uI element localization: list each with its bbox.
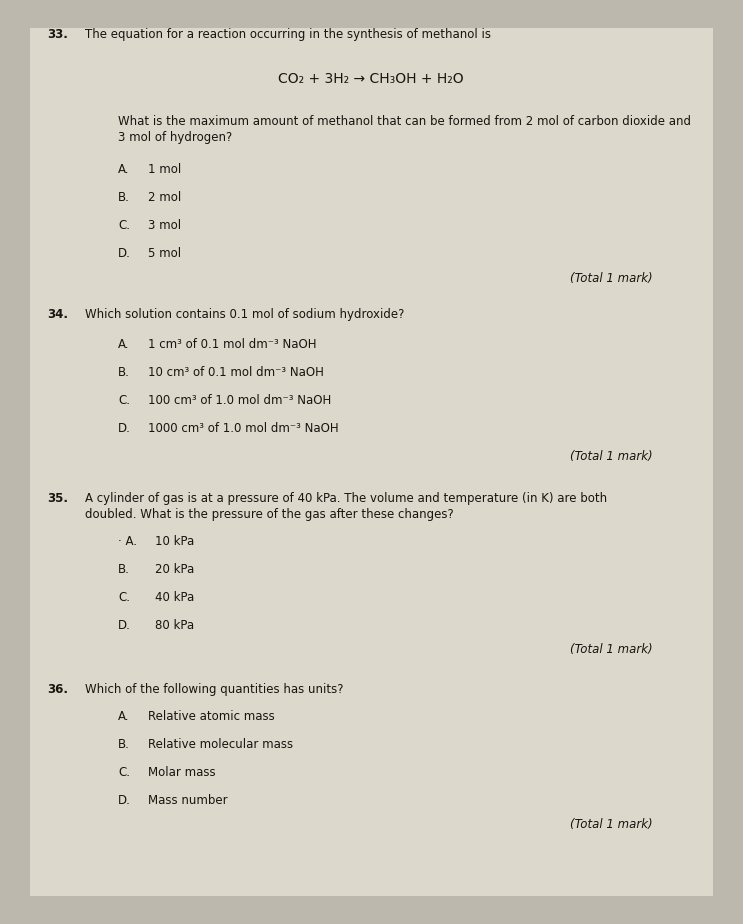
Text: The equation for a reaction occurring in the synthesis of methanol is: The equation for a reaction occurring in… (85, 28, 491, 41)
Text: (Total 1 mark): (Total 1 mark) (570, 643, 652, 656)
Text: C.: C. (118, 766, 130, 779)
Text: D.: D. (118, 794, 131, 807)
Text: 10 cm³ of 0.1 mol dm⁻³ NaOH: 10 cm³ of 0.1 mol dm⁻³ NaOH (148, 366, 324, 379)
Text: CO₂ + 3H₂ → CH₃OH + H₂O: CO₂ + 3H₂ → CH₃OH + H₂O (278, 72, 464, 86)
Text: 10 kPa: 10 kPa (155, 535, 194, 548)
Text: A cylinder of gas is at a pressure of 40 kPa. The volume and temperature (in K) : A cylinder of gas is at a pressure of 40… (85, 492, 607, 505)
Text: doubled. What is the pressure of the gas after these changes?: doubled. What is the pressure of the gas… (85, 508, 454, 521)
Text: 34.: 34. (47, 308, 68, 321)
Text: Molar mass: Molar mass (148, 766, 215, 779)
Text: 3 mol: 3 mol (148, 219, 181, 232)
Text: 3 mol of hydrogen?: 3 mol of hydrogen? (118, 131, 233, 144)
Text: A.: A. (118, 338, 129, 351)
Text: A.: A. (118, 163, 129, 176)
Text: 5 mol: 5 mol (148, 247, 181, 260)
Text: B.: B. (118, 563, 130, 576)
Text: Relative molecular mass: Relative molecular mass (148, 738, 293, 751)
Text: B.: B. (118, 366, 130, 379)
Text: C.: C. (118, 591, 130, 604)
Text: B.: B. (118, 738, 130, 751)
Text: D.: D. (118, 247, 131, 260)
Text: 1 mol: 1 mol (148, 163, 181, 176)
Text: 80 kPa: 80 kPa (155, 619, 194, 632)
Text: C.: C. (118, 394, 130, 407)
Text: 100 cm³ of 1.0 mol dm⁻³ NaOH: 100 cm³ of 1.0 mol dm⁻³ NaOH (148, 394, 331, 407)
Text: Mass number: Mass number (148, 794, 227, 807)
Text: D.: D. (118, 619, 131, 632)
Text: B.: B. (118, 191, 130, 204)
Text: (Total 1 mark): (Total 1 mark) (570, 818, 652, 831)
Text: D.: D. (118, 422, 131, 435)
Text: 20 kPa: 20 kPa (155, 563, 194, 576)
Text: 33.: 33. (47, 28, 68, 41)
Text: Which solution contains 0.1 mol of sodium hydroxide?: Which solution contains 0.1 mol of sodiu… (85, 308, 404, 321)
Text: Which of the following quantities has units?: Which of the following quantities has un… (85, 683, 343, 696)
Text: A.: A. (118, 710, 129, 723)
Text: C.: C. (118, 219, 130, 232)
Text: 2 mol: 2 mol (148, 191, 181, 204)
Text: (Total 1 mark): (Total 1 mark) (570, 450, 652, 463)
Text: What is the maximum amount of methanol that can be formed from 2 mol of carbon d: What is the maximum amount of methanol t… (118, 115, 691, 128)
Text: 1000 cm³ of 1.0 mol dm⁻³ NaOH: 1000 cm³ of 1.0 mol dm⁻³ NaOH (148, 422, 339, 435)
Text: (Total 1 mark): (Total 1 mark) (570, 272, 652, 285)
Text: · A.: · A. (118, 535, 137, 548)
Text: 35.: 35. (47, 492, 68, 505)
Text: 36.: 36. (47, 683, 68, 696)
Text: 40 kPa: 40 kPa (155, 591, 194, 604)
Text: Relative atomic mass: Relative atomic mass (148, 710, 275, 723)
Text: 1 cm³ of 0.1 mol dm⁻³ NaOH: 1 cm³ of 0.1 mol dm⁻³ NaOH (148, 338, 317, 351)
